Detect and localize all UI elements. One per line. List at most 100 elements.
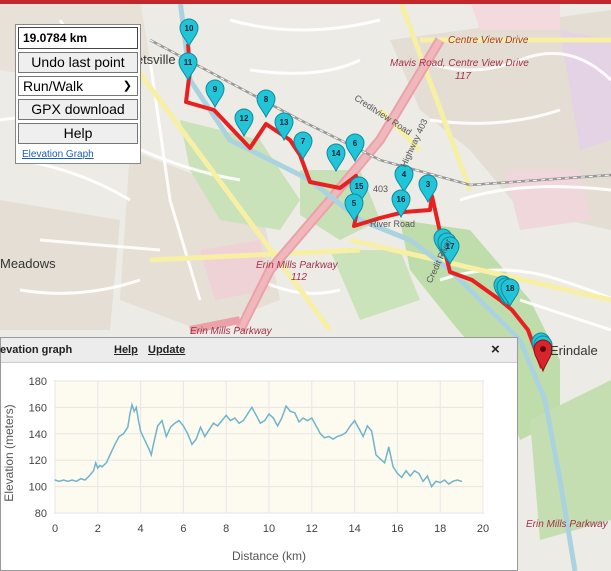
gpx-download-button[interactable]: GPX download <box>18 99 138 120</box>
y-tick-label: 100 <box>29 482 47 494</box>
elevation-point <box>259 422 262 424</box>
elevation-point <box>341 434 343 436</box>
elevation-point <box>169 426 172 428</box>
route-marker[interactable]: 15 <box>349 176 369 206</box>
elevation-point <box>315 425 317 427</box>
elevation-graph-link[interactable]: Elevation Graph <box>22 149 94 160</box>
route-marker-label: 16 <box>397 195 406 204</box>
route-marker[interactable]: 12 <box>234 108 254 138</box>
elevation-update-link[interactable]: Update <box>148 344 186 356</box>
route-marker-label: 13 <box>280 118 289 127</box>
y-tick-label: 120 <box>29 455 47 467</box>
map-label-hwy403: 403 <box>373 184 389 194</box>
route-marker[interactable]: 13 <box>274 112 294 142</box>
elevation-point <box>242 420 244 422</box>
elevation-point <box>413 470 416 472</box>
elevation-point <box>285 405 287 407</box>
route-marker-label: 7 <box>301 137 306 146</box>
elevation-point <box>294 412 296 414</box>
y-axis-label: Elevation (meters) <box>2 404 16 501</box>
x-tick-label: 4 <box>138 523 144 535</box>
map-label-erindale: Erindale <box>550 343 598 358</box>
elevation-point <box>195 438 197 440</box>
y-tick-label: 140 <box>29 429 47 441</box>
elevation-point <box>133 410 135 412</box>
elevation-point <box>354 420 356 422</box>
route-marker[interactable]: 11 <box>178 52 198 82</box>
elevation-point <box>140 430 142 432</box>
elevation-point <box>229 420 232 422</box>
route-marker[interactable]: 14 <box>326 143 346 173</box>
elevation-point <box>336 435 339 438</box>
elevation-point <box>276 425 279 427</box>
elevation-point <box>114 443 116 445</box>
elevation-point <box>129 413 131 415</box>
y-tick-label: 80 <box>35 508 47 520</box>
close-icon[interactable]: × <box>491 341 500 358</box>
elevation-point <box>84 479 86 481</box>
elevation-help-link[interactable]: Help <box>114 344 138 356</box>
route-marker[interactable]: 16 <box>391 189 411 219</box>
route-marker[interactable]: 18 <box>500 278 520 308</box>
route-marker-label: 17 <box>446 242 455 251</box>
y-tick-label: 180 <box>29 376 47 388</box>
route-marker[interactable]: 3 <box>418 174 438 204</box>
elevation-point <box>174 422 176 424</box>
elevation-point <box>54 479 56 481</box>
x-tick-label: 20 <box>477 523 489 535</box>
elevation-point <box>345 431 347 434</box>
elevation-point <box>221 420 223 422</box>
elevation-point <box>443 479 446 481</box>
route-control-panel: 19.0784 km Undo last point Run/Walk ❯ GP… <box>15 24 141 164</box>
route-marker[interactable]: 17 <box>440 236 460 266</box>
route-marker[interactable]: 9 <box>205 79 225 109</box>
end-marker-icon[interactable] <box>533 339 553 373</box>
elevation-point <box>199 426 202 428</box>
elevation-point <box>178 420 180 422</box>
help-button[interactable]: Help <box>18 123 138 144</box>
elevation-point <box>131 404 133 406</box>
x-axis-label: Distance (km) <box>232 549 306 563</box>
x-tick-label: 10 <box>263 523 275 535</box>
undo-last-point-button[interactable]: Undo last point <box>18 52 138 73</box>
elevation-point <box>67 480 69 482</box>
elevation-point <box>105 462 107 464</box>
elevation-point <box>152 443 155 445</box>
elevation-point <box>118 435 120 438</box>
elevation-point <box>311 417 313 419</box>
route-marker[interactable]: 8 <box>256 89 276 119</box>
elevation-point <box>264 420 266 422</box>
elevation-point <box>409 475 411 477</box>
elevation-point <box>362 435 364 438</box>
elevation-point <box>88 475 90 477</box>
route-marker[interactable]: 7 <box>293 131 313 161</box>
x-tick-label: 12 <box>306 523 318 535</box>
map-label-centre-view: Centre View Drive <box>448 35 529 46</box>
activity-mode-select[interactable]: Run/Walk ❯ <box>18 76 138 96</box>
elevation-window-titlebar[interactable]: levation graph Help Update × <box>0 338 517 363</box>
map-label-meadowvale: Meadows <box>0 256 56 271</box>
elevation-series-line <box>54 402 462 489</box>
elevation-point <box>137 420 140 422</box>
route-marker[interactable]: 4 <box>394 164 414 194</box>
elevation-point <box>448 483 450 485</box>
route-marker[interactable]: 5 <box>344 193 364 223</box>
map-label-erin-mills-3: Erin Mills Parkway <box>526 519 608 530</box>
elevation-point <box>165 435 167 438</box>
route-marker-label: 18 <box>506 284 515 293</box>
y-tick-label: 160 <box>29 402 47 414</box>
route-marker-label: 15 <box>355 182 364 191</box>
elevation-point <box>238 422 240 424</box>
elevation-point <box>97 467 99 469</box>
route-marker[interactable]: 10 <box>179 18 199 48</box>
route-marker[interactable]: 6 <box>345 133 365 163</box>
elevation-point <box>127 426 129 428</box>
elevation-point <box>281 417 283 419</box>
elevation-point <box>435 480 437 482</box>
elevation-point <box>99 464 101 467</box>
elevation-point <box>95 462 97 464</box>
route-marker-label: 12 <box>240 114 249 123</box>
elevation-point <box>418 472 420 474</box>
x-tick-label: 2 <box>95 523 101 535</box>
route-marker-label: 10 <box>185 24 194 33</box>
